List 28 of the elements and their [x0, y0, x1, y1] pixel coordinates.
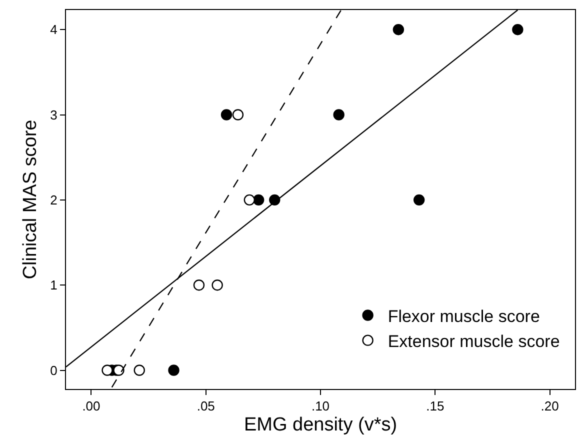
x-axis-title: EMG density (v*s) [244, 414, 398, 436]
point [232, 109, 244, 120]
x-tick-label: .10 [311, 398, 330, 414]
point [333, 109, 344, 120]
point [512, 24, 524, 36]
x-tick-label: .15 [426, 398, 444, 414]
point [392, 24, 404, 36]
point [244, 194, 256, 206]
y-axis-title: Clinical MAS score [20, 120, 42, 280]
x-tick-label: .00 [82, 398, 100, 414]
point [102, 364, 113, 376]
point [134, 364, 145, 376]
point [168, 364, 180, 376]
x-tick-label: .20 [540, 398, 559, 414]
x-tick-label: .05 [196, 398, 215, 414]
y-tick-label: 1 [50, 278, 58, 293]
legend-label: Extensor muscle score [388, 332, 560, 351]
point [113, 364, 124, 376]
y-tick-label: 2 [50, 192, 58, 208]
y-tick-label: 4 [50, 22, 58, 38]
point [193, 279, 205, 291]
point [413, 194, 425, 206]
point [220, 109, 232, 120]
y-tick-label: 3 [50, 107, 58, 122]
y-tick-label: 0 [50, 362, 58, 378]
point [252, 194, 264, 206]
legend-label: Flexor muscle score [388, 306, 540, 326]
point [212, 279, 223, 291]
